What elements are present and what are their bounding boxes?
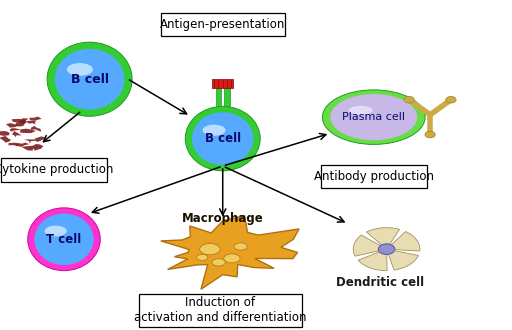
Text: Induction of
activation and differentiation: Induction of activation and differentiat… (134, 296, 306, 324)
FancyBboxPatch shape (161, 13, 285, 36)
Polygon shape (12, 131, 22, 137)
Polygon shape (9, 143, 18, 147)
Text: Plasma cell: Plasma cell (342, 112, 406, 122)
Polygon shape (31, 126, 41, 132)
Ellipse shape (203, 125, 226, 136)
Polygon shape (353, 235, 381, 256)
Polygon shape (388, 250, 418, 270)
Polygon shape (15, 121, 26, 126)
Polygon shape (0, 131, 10, 136)
FancyBboxPatch shape (216, 88, 221, 106)
Polygon shape (29, 116, 41, 121)
Ellipse shape (234, 243, 247, 250)
Text: Dendritic cell: Dendritic cell (336, 276, 424, 289)
Polygon shape (0, 136, 11, 143)
Polygon shape (24, 139, 38, 144)
Ellipse shape (224, 254, 240, 263)
Polygon shape (6, 123, 20, 128)
Ellipse shape (378, 244, 395, 254)
Polygon shape (22, 146, 34, 150)
Ellipse shape (185, 106, 260, 171)
Ellipse shape (330, 94, 417, 140)
Polygon shape (10, 128, 21, 132)
Ellipse shape (45, 226, 67, 236)
Polygon shape (391, 232, 420, 251)
Ellipse shape (67, 63, 93, 76)
FancyBboxPatch shape (212, 79, 233, 88)
Polygon shape (34, 136, 46, 142)
Text: Antigen-presentation: Antigen-presentation (160, 18, 285, 31)
Polygon shape (161, 215, 299, 289)
Text: Macrophage: Macrophage (182, 212, 264, 225)
Ellipse shape (34, 214, 94, 265)
Ellipse shape (192, 112, 253, 165)
Text: Cytokine production: Cytokine production (0, 163, 114, 177)
Polygon shape (20, 118, 29, 124)
Polygon shape (32, 144, 44, 150)
Polygon shape (26, 120, 36, 124)
FancyBboxPatch shape (224, 88, 230, 106)
Ellipse shape (349, 106, 373, 115)
Polygon shape (367, 228, 399, 246)
Ellipse shape (212, 259, 225, 266)
FancyBboxPatch shape (1, 158, 107, 182)
Text: Antibody production: Antibody production (314, 170, 434, 183)
Polygon shape (16, 143, 29, 147)
Ellipse shape (404, 96, 414, 103)
Ellipse shape (28, 208, 100, 271)
Ellipse shape (47, 42, 132, 116)
Text: B cell: B cell (71, 73, 109, 86)
Ellipse shape (425, 131, 435, 138)
FancyBboxPatch shape (139, 294, 302, 327)
Polygon shape (12, 119, 26, 123)
Text: B cell: B cell (205, 132, 241, 145)
Ellipse shape (446, 96, 456, 103)
Polygon shape (358, 251, 387, 271)
Text: T cell: T cell (47, 233, 81, 246)
Ellipse shape (197, 254, 208, 260)
Ellipse shape (200, 244, 220, 255)
Ellipse shape (55, 49, 124, 110)
Ellipse shape (323, 90, 425, 145)
FancyBboxPatch shape (321, 165, 427, 188)
Polygon shape (20, 129, 36, 133)
